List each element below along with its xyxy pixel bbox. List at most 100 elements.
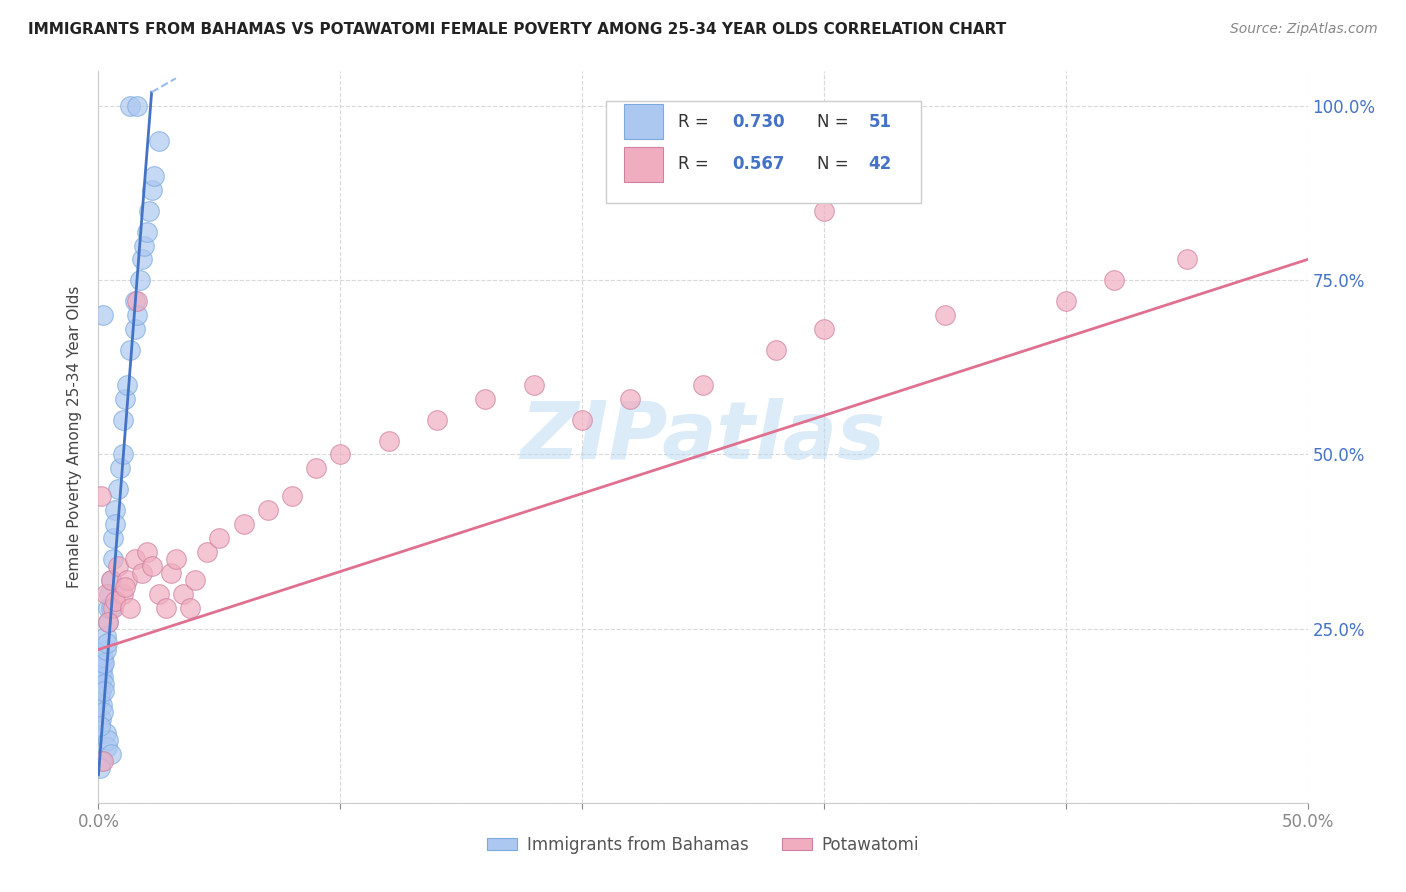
Point [131, 566, 153, 580]
Point [124, 294, 146, 309]
Point [90, 489, 112, 503]
Point [97, 733, 120, 747]
Point [96, 635, 118, 649]
Point [117, 573, 139, 587]
Point [135, 225, 157, 239]
Bar [624, 146, 664, 182]
Point [111, 587, 134, 601]
Point [232, 517, 254, 532]
Point [813, 203, 835, 218]
Point [101, 531, 124, 545]
Point [90, 712, 112, 726]
Text: R =: R = [678, 155, 714, 173]
Point [127, 99, 149, 113]
Point [124, 322, 146, 336]
Point [101, 552, 124, 566]
Point [474, 392, 496, 406]
Point [134, 238, 156, 252]
Point [813, 322, 835, 336]
Point [141, 558, 163, 573]
Text: IMMIGRANTS FROM BAHAMAS VS POTAWATOMI FEMALE POVERTY AMONG 25-34 YEAR OLDS CORRE: IMMIGRANTS FROM BAHAMAS VS POTAWATOMI FE… [28, 22, 1007, 37]
Point [305, 461, 328, 475]
Point [91, 664, 114, 678]
Point [104, 503, 127, 517]
Point [155, 600, 177, 615]
Text: R =: R = [678, 112, 714, 131]
Point [523, 377, 546, 392]
Point [131, 252, 153, 267]
Point [135, 545, 157, 559]
Point [90, 670, 112, 684]
Point [100, 573, 122, 587]
Point [1102, 273, 1125, 287]
Text: 0.730: 0.730 [733, 112, 785, 131]
Point [100, 573, 122, 587]
Point [765, 343, 787, 357]
Point [93, 684, 115, 698]
Point [89, 691, 111, 706]
Point [93, 657, 115, 671]
Point [143, 169, 166, 183]
Point [111, 448, 134, 462]
Text: ZIPatlas: ZIPatlas [520, 398, 886, 476]
Text: N =: N = [817, 112, 853, 131]
Point [90, 684, 112, 698]
Point [118, 99, 141, 113]
Point [281, 489, 304, 503]
Point [329, 448, 352, 462]
Text: 42: 42 [869, 155, 891, 173]
Point [934, 308, 956, 322]
Point [91, 657, 114, 671]
Point [111, 412, 134, 426]
Point [107, 558, 129, 573]
Point [619, 392, 641, 406]
Point [138, 203, 160, 218]
Point [148, 134, 170, 148]
Point [124, 552, 146, 566]
Bar [624, 104, 664, 139]
Point [256, 503, 278, 517]
Point [107, 483, 129, 497]
Point [571, 412, 593, 426]
Point [128, 273, 150, 287]
Point [117, 377, 139, 392]
Point [93, 677, 115, 691]
Text: N =: N = [817, 155, 853, 173]
Point [127, 294, 149, 309]
Point [426, 412, 449, 426]
Point [114, 392, 136, 406]
Point [148, 587, 170, 601]
Point [118, 343, 141, 357]
Point [160, 566, 183, 580]
Point [89, 677, 111, 691]
Point [114, 580, 136, 594]
Point [91, 754, 114, 768]
Point [94, 587, 117, 601]
Point [377, 434, 399, 448]
Point [1054, 294, 1077, 309]
Point [104, 517, 127, 532]
Bar [606, 101, 921, 203]
Point [692, 377, 714, 392]
Point [91, 698, 114, 713]
Point [91, 670, 114, 684]
Point [101, 600, 124, 615]
Point [94, 726, 117, 740]
Point [184, 573, 207, 587]
Text: 0.567: 0.567 [733, 155, 785, 173]
Point [91, 705, 114, 719]
Point [208, 531, 231, 545]
Point [172, 587, 194, 601]
Legend: Immigrants from Bahamas, Potawatomi: Immigrants from Bahamas, Potawatomi [479, 829, 927, 860]
Point [104, 594, 127, 608]
Point [89, 719, 111, 733]
Y-axis label: Female Poverty Among 25-34 Year Olds: Female Poverty Among 25-34 Year Olds [67, 286, 83, 588]
Point [91, 649, 114, 664]
Point [97, 600, 120, 615]
Point [127, 308, 149, 322]
Point [90, 754, 112, 768]
Point [108, 461, 131, 475]
Point [141, 183, 163, 197]
Text: Source: ZipAtlas.com: Source: ZipAtlas.com [1230, 22, 1378, 37]
Point [100, 600, 122, 615]
